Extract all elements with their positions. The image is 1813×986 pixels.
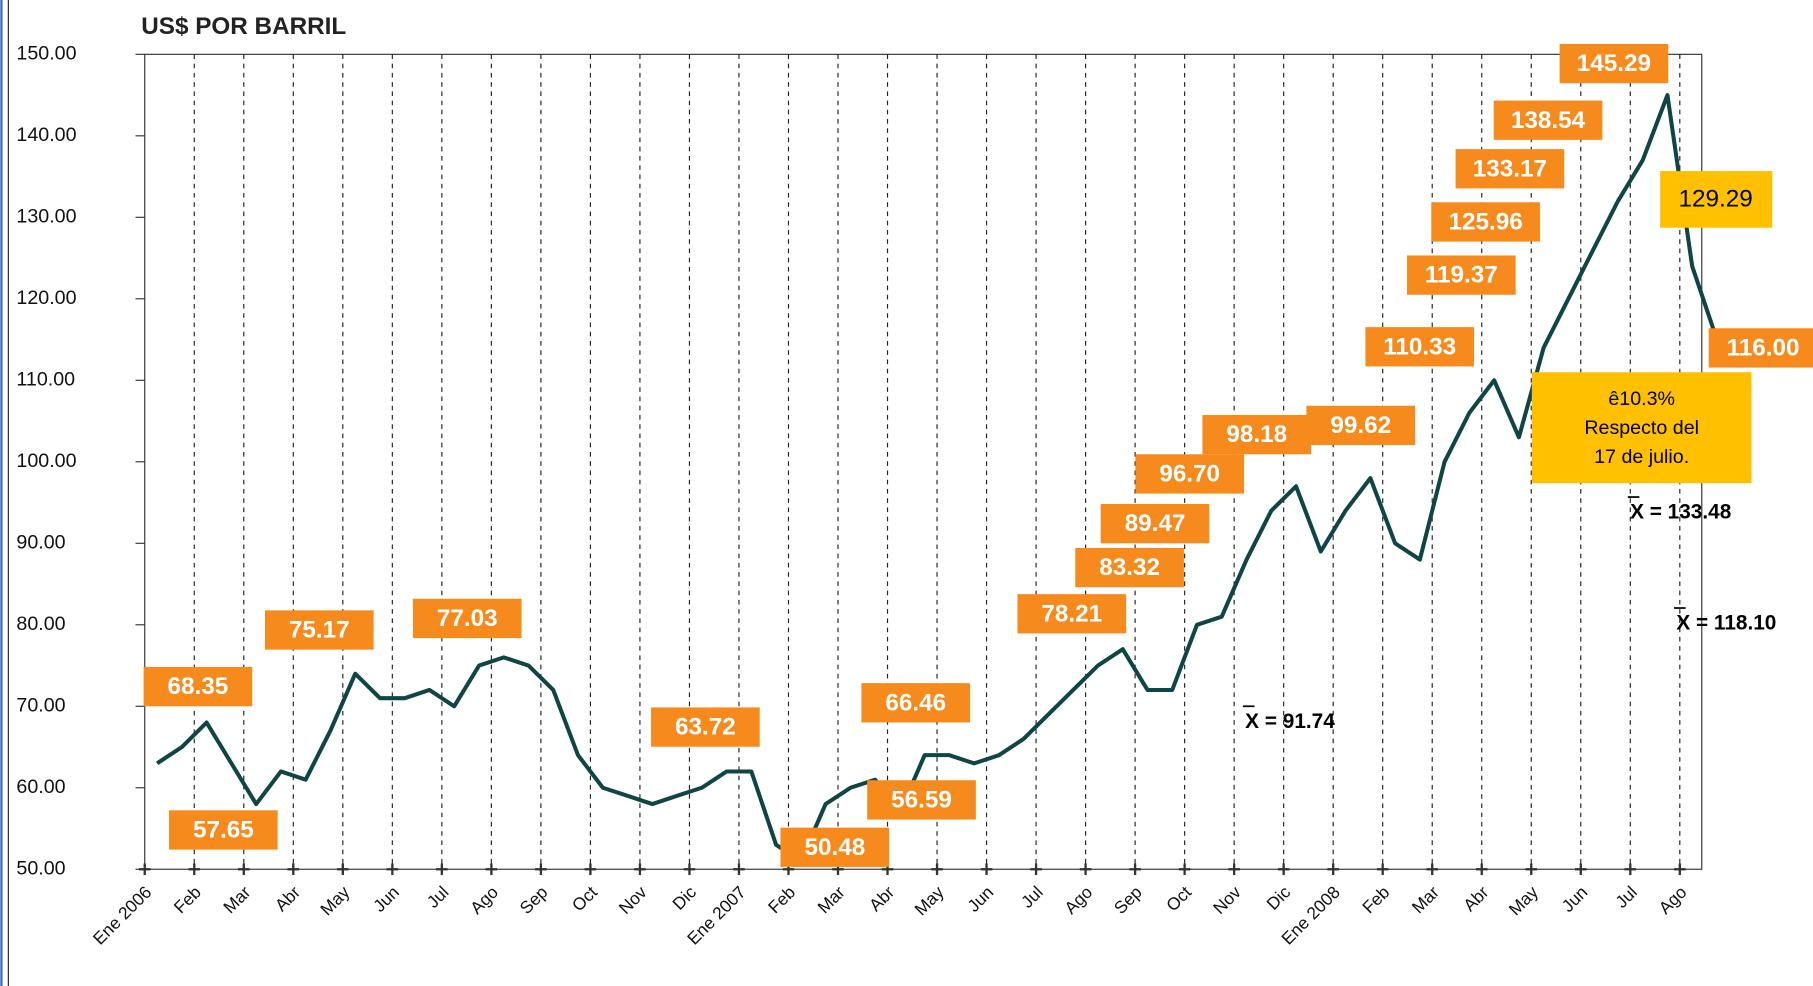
annotation-box bbox=[861, 683, 971, 723]
y-tick-label: 140.00 bbox=[16, 124, 76, 146]
y-tick-label: 120.00 bbox=[16, 287, 76, 309]
x-tick-label: Dic bbox=[1263, 882, 1295, 914]
annotation-label: 50.48 bbox=[804, 834, 865, 861]
annotation-label: 96.70 bbox=[1159, 460, 1220, 487]
x-tick-label: Jun bbox=[369, 882, 403, 916]
y-tick-label: 90.00 bbox=[16, 531, 65, 553]
annotation-label: 77.03 bbox=[437, 605, 498, 632]
x-tick-label: Dic bbox=[668, 882, 700, 914]
x-tick-label: Mar bbox=[1408, 882, 1443, 917]
x-tick-label: Ago bbox=[1655, 882, 1691, 918]
annotation-box bbox=[1202, 414, 1312, 455]
x-tick-label: Jul bbox=[423, 882, 453, 912]
y-tick-label: 130.00 bbox=[16, 206, 76, 228]
x-tick-label: Oct bbox=[568, 882, 601, 915]
annotation-label: 56.59 bbox=[891, 786, 952, 813]
x-tick-label: Jul bbox=[1611, 882, 1641, 912]
x-tick-label: Sep bbox=[1110, 882, 1146, 918]
x-tick-label: Abr bbox=[865, 882, 898, 915]
annotation-box bbox=[1135, 454, 1245, 494]
x-tick-label: Jun bbox=[1558, 882, 1592, 916]
annotation-box bbox=[1559, 43, 1669, 84]
x-tick-label: Nov bbox=[615, 882, 651, 918]
annotation-label: 66.46 bbox=[885, 689, 946, 716]
annotation-box bbox=[1365, 327, 1475, 367]
annotation-box bbox=[867, 780, 976, 820]
annotation-box bbox=[1431, 202, 1540, 242]
x-tick-label: Nov bbox=[1209, 882, 1245, 918]
x-tick-label: Jul bbox=[1017, 882, 1047, 912]
annotation-label: 63.72 bbox=[675, 714, 736, 741]
highlight-label: 129.29 bbox=[1679, 185, 1753, 212]
annotation-box bbox=[143, 666, 253, 707]
annotation-label: 145.29 bbox=[1577, 50, 1651, 77]
annotation-label: 78.21 bbox=[1041, 600, 1102, 627]
x-tick-label: Ago bbox=[466, 882, 502, 918]
annotation-box bbox=[651, 707, 760, 747]
annotation-label: 83.32 bbox=[1099, 554, 1160, 581]
x-tick-label: Oct bbox=[1162, 882, 1195, 915]
annotation-label: 133.17 bbox=[1473, 155, 1547, 182]
x-tick-label: Jun bbox=[963, 882, 997, 916]
x-tick-label: Sep bbox=[516, 882, 552, 918]
y-tick-label: 150.00 bbox=[16, 43, 76, 65]
annotation-box bbox=[1075, 547, 1184, 588]
annotation-label: 99.62 bbox=[1330, 412, 1391, 439]
x-tick-label: May bbox=[316, 882, 354, 920]
annotation-label: 138.54 bbox=[1511, 107, 1586, 134]
annotation-box bbox=[412, 598, 522, 639]
annotation-label: 110.33 bbox=[1383, 333, 1456, 360]
y-tick-label: 50.00 bbox=[16, 857, 65, 879]
highlight-box bbox=[1660, 171, 1773, 228]
x-tick-label: Feb bbox=[764, 882, 799, 917]
y-tick-label: 110.00 bbox=[16, 368, 75, 390]
y-tick-label: 60.00 bbox=[16, 776, 65, 798]
x-tick-label: May bbox=[1505, 882, 1543, 920]
note-line: Respecto del bbox=[1584, 417, 1699, 439]
x-tick-label: Abr bbox=[271, 882, 304, 915]
annotation-label: 75.17 bbox=[289, 617, 350, 644]
note-box bbox=[1531, 372, 1752, 484]
annotation-box bbox=[1708, 328, 1813, 368]
x-tick-label: May bbox=[910, 882, 948, 920]
annotation-label: 116.00 bbox=[1727, 334, 1800, 361]
average-label: X = 118.10 bbox=[1676, 612, 1776, 635]
annotation-box bbox=[1100, 503, 1210, 544]
annotation-label: 89.47 bbox=[1125, 510, 1186, 537]
average-label: X = 91.74 bbox=[1245, 710, 1335, 733]
annotation-box bbox=[1306, 405, 1416, 446]
x-tick-label: Mar bbox=[813, 882, 848, 917]
x-tick-label: Mar bbox=[219, 882, 254, 917]
annotation-box bbox=[780, 827, 890, 867]
x-tick-label: Ago bbox=[1060, 882, 1096, 918]
annotation-label: 125.96 bbox=[1449, 208, 1523, 235]
annotation-box bbox=[264, 610, 374, 650]
annotation-box bbox=[1407, 255, 1516, 295]
note-line: ê10.3% bbox=[1608, 388, 1675, 410]
annotation-box bbox=[1455, 149, 1565, 189]
annotation-label: 57.65 bbox=[193, 817, 254, 844]
y-tick-label: 100.00 bbox=[16, 450, 76, 472]
x-tick-label: Abr bbox=[1459, 882, 1492, 915]
chart-title: US$ POR BARRIL bbox=[141, 13, 346, 40]
x-tick-label: Feb bbox=[1358, 882, 1393, 917]
note-line: 17 de julio. bbox=[1594, 446, 1689, 468]
x-tick-label: Ene 2006 bbox=[89, 882, 156, 949]
x-tick-label: Feb bbox=[170, 882, 205, 917]
annotation-label: 68.35 bbox=[168, 673, 229, 700]
annotation-label: 119.37 bbox=[1425, 262, 1498, 289]
annotation-box bbox=[1493, 100, 1603, 140]
annotation-label: 98.18 bbox=[1226, 421, 1287, 448]
y-tick-label: 70.00 bbox=[16, 694, 65, 716]
average-label: X = 133.48 bbox=[1630, 501, 1731, 524]
price-line bbox=[156, 93, 1719, 864]
y-tick-label: 80.00 bbox=[16, 613, 65, 635]
annotation-box bbox=[169, 810, 278, 850]
annotation-box bbox=[1017, 594, 1127, 634]
